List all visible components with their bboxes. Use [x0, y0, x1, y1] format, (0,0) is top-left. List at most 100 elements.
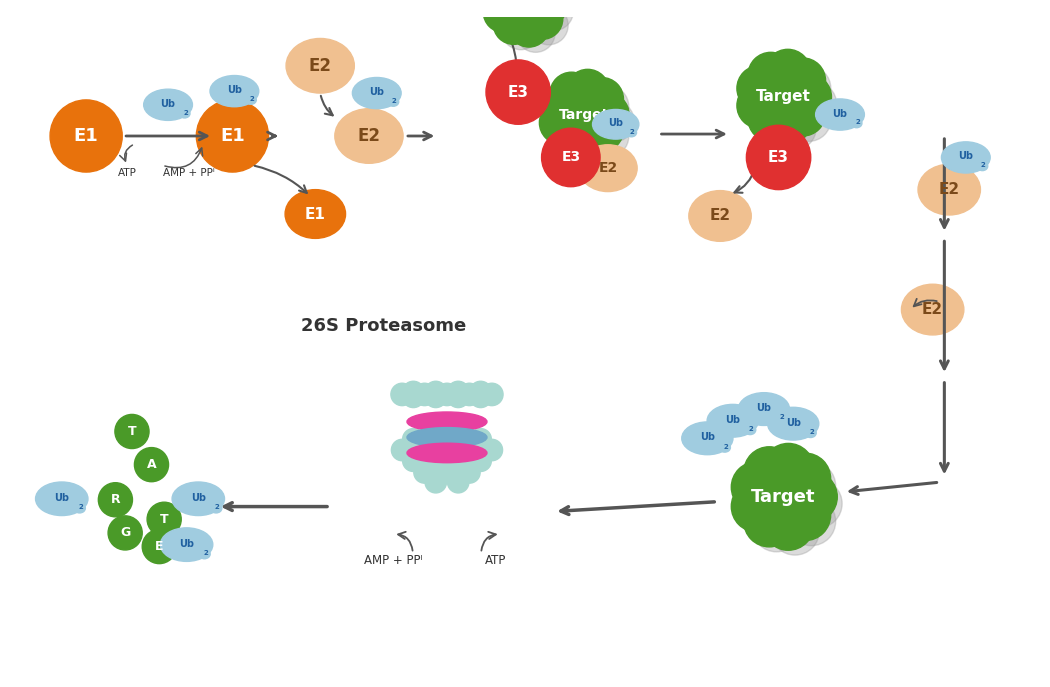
Circle shape: [731, 481, 782, 532]
Circle shape: [748, 96, 794, 142]
Circle shape: [540, 101, 583, 144]
Circle shape: [559, 80, 600, 122]
Circle shape: [447, 429, 469, 450]
Circle shape: [540, 85, 583, 128]
Text: E2: E2: [598, 161, 617, 175]
Ellipse shape: [816, 99, 864, 130]
Text: 26S Proteasome: 26S Proteasome: [301, 317, 466, 335]
Circle shape: [501, 0, 541, 12]
Circle shape: [550, 72, 593, 115]
Text: 2: 2: [250, 96, 254, 102]
Circle shape: [786, 471, 837, 522]
Circle shape: [447, 385, 469, 407]
Text: 2: 2: [723, 444, 729, 449]
Circle shape: [780, 58, 825, 104]
Ellipse shape: [353, 78, 401, 109]
Text: 2: 2: [749, 426, 754, 432]
Text: Ub: Ub: [833, 109, 847, 119]
Text: Ub: Ub: [191, 493, 206, 503]
Circle shape: [491, 0, 530, 23]
Ellipse shape: [918, 164, 981, 215]
Ellipse shape: [172, 482, 225, 515]
Text: E2: E2: [922, 302, 943, 317]
Circle shape: [481, 439, 503, 461]
Circle shape: [788, 66, 831, 110]
Text: 2: 2: [392, 98, 397, 104]
Ellipse shape: [719, 443, 731, 452]
Circle shape: [483, 0, 524, 32]
Circle shape: [459, 439, 480, 461]
Circle shape: [402, 450, 424, 471]
Circle shape: [740, 488, 789, 537]
Circle shape: [749, 462, 818, 532]
Circle shape: [779, 453, 831, 504]
Ellipse shape: [579, 145, 637, 192]
Text: R: R: [110, 493, 120, 506]
Ellipse shape: [180, 109, 190, 118]
Text: G: G: [120, 526, 130, 539]
Text: E2: E2: [357, 127, 380, 145]
Circle shape: [392, 439, 413, 461]
Circle shape: [542, 128, 601, 187]
Circle shape: [554, 85, 613, 144]
Circle shape: [414, 462, 436, 483]
Text: ATP: ATP: [485, 554, 506, 567]
Circle shape: [508, 6, 549, 47]
Circle shape: [756, 103, 800, 147]
Text: Ub: Ub: [180, 539, 194, 548]
Circle shape: [762, 443, 814, 495]
Circle shape: [785, 74, 832, 120]
Circle shape: [765, 49, 811, 95]
Circle shape: [773, 58, 816, 102]
Circle shape: [756, 61, 800, 104]
Circle shape: [147, 502, 182, 537]
Circle shape: [469, 381, 491, 404]
Circle shape: [747, 125, 811, 190]
Text: Ub: Ub: [785, 418, 801, 428]
Circle shape: [391, 383, 414, 405]
Ellipse shape: [407, 412, 487, 431]
Text: E1: E1: [220, 127, 245, 145]
Text: E1: E1: [74, 127, 99, 145]
Circle shape: [771, 452, 819, 501]
Text: A: A: [147, 458, 156, 471]
Circle shape: [114, 414, 149, 449]
Ellipse shape: [681, 422, 733, 455]
Circle shape: [108, 516, 142, 550]
Text: E: E: [155, 540, 164, 553]
Ellipse shape: [407, 443, 487, 463]
Ellipse shape: [976, 162, 988, 170]
Text: Ub: Ub: [55, 493, 69, 503]
Circle shape: [483, 0, 524, 17]
Circle shape: [771, 506, 819, 555]
Circle shape: [402, 385, 424, 407]
Text: 2: 2: [981, 162, 986, 168]
Text: E2: E2: [939, 182, 960, 197]
Circle shape: [481, 383, 503, 405]
Text: T: T: [128, 425, 136, 438]
Text: Ub: Ub: [959, 151, 973, 161]
Text: E1: E1: [304, 207, 326, 221]
Text: 2: 2: [810, 429, 814, 435]
Ellipse shape: [210, 76, 258, 106]
Circle shape: [573, 78, 615, 119]
Text: 2: 2: [79, 504, 83, 510]
Ellipse shape: [776, 414, 786, 423]
Text: Target: Target: [756, 89, 811, 104]
Circle shape: [414, 439, 436, 461]
Circle shape: [581, 78, 624, 121]
Circle shape: [786, 497, 836, 545]
Ellipse shape: [738, 393, 790, 425]
Circle shape: [196, 100, 269, 172]
Ellipse shape: [144, 89, 192, 120]
Text: Ub: Ub: [227, 85, 242, 95]
Ellipse shape: [161, 528, 213, 561]
Circle shape: [588, 86, 629, 127]
Circle shape: [447, 471, 469, 493]
Circle shape: [748, 52, 794, 98]
Text: 2: 2: [630, 128, 635, 135]
Text: AMP + PPᴵ: AMP + PPᴵ: [364, 554, 423, 567]
Circle shape: [786, 462, 836, 510]
Circle shape: [737, 83, 782, 128]
Circle shape: [752, 503, 801, 552]
